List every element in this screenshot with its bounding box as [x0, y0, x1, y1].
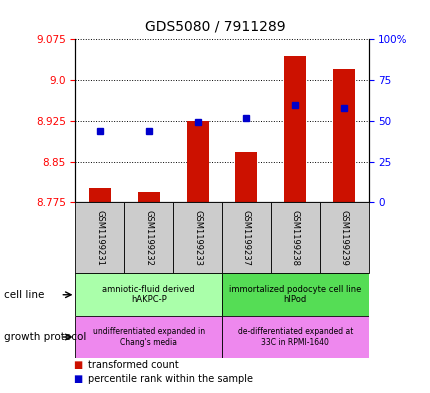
Bar [221, 202, 270, 273]
Text: GSM1199231: GSM1199231 [95, 210, 104, 266]
Text: transformed count: transformed count [88, 360, 179, 371]
Text: GSM1199232: GSM1199232 [144, 210, 153, 266]
Text: GSM1199237: GSM1199237 [241, 210, 250, 266]
Bar [221, 316, 368, 358]
Bar [124, 202, 173, 273]
Bar [75, 316, 221, 358]
Text: percentile rank within the sample: percentile rank within the sample [88, 374, 253, 384]
Bar [319, 202, 368, 273]
Bar [89, 188, 111, 202]
Bar [75, 202, 124, 273]
Bar [235, 152, 257, 202]
Text: GSM1199233: GSM1199233 [193, 210, 202, 266]
Text: GSM1199238: GSM1199238 [290, 210, 299, 266]
Bar [221, 273, 368, 316]
Bar [137, 191, 159, 202]
Text: de-differentiated expanded at
33C in RPMI-1640: de-differentiated expanded at 33C in RPM… [237, 327, 352, 347]
Text: amniotic-fluid derived
hAKPC-P: amniotic-fluid derived hAKPC-P [102, 285, 194, 305]
Bar [270, 202, 319, 273]
Text: ■: ■ [73, 374, 82, 384]
Bar [75, 273, 221, 316]
Text: undifferentiated expanded in
Chang's media: undifferentiated expanded in Chang's med… [92, 327, 204, 347]
Text: GSM1199239: GSM1199239 [339, 210, 348, 266]
Bar [186, 121, 208, 202]
Bar [173, 202, 221, 273]
Text: growth protocol: growth protocol [4, 332, 86, 342]
Text: ■: ■ [73, 360, 82, 371]
Text: cell line: cell line [4, 290, 45, 300]
Text: GDS5080 / 7911289: GDS5080 / 7911289 [145, 20, 285, 34]
Bar [332, 69, 354, 202]
Bar [283, 56, 305, 202]
Text: immortalized podocyte cell line
hIPod: immortalized podocyte cell line hIPod [228, 285, 361, 305]
